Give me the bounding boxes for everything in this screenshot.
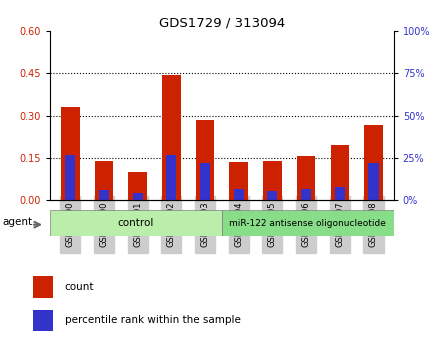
Bar	[233, 189, 243, 200]
Bar	[33, 276, 53, 297]
Bar	[300, 189, 310, 200]
Bar	[195, 120, 214, 200]
Bar	[263, 161, 281, 200]
Text: control: control	[118, 218, 154, 228]
Text: agent: agent	[3, 217, 33, 227]
Bar	[132, 193, 142, 200]
Bar	[330, 145, 348, 200]
Bar	[200, 163, 210, 200]
Title: GDS1729 / 313094: GDS1729 / 313094	[158, 17, 284, 30]
Bar	[229, 162, 247, 200]
Bar	[61, 107, 79, 200]
Text: miR-122 antisense oligonucleotide: miR-122 antisense oligonucleotide	[229, 219, 385, 228]
Bar	[99, 190, 109, 200]
Text: percentile rank within the sample: percentile rank within the sample	[65, 315, 240, 325]
Bar	[266, 191, 277, 200]
Bar	[334, 187, 344, 200]
Bar	[33, 310, 53, 331]
FancyBboxPatch shape	[221, 210, 393, 236]
FancyBboxPatch shape	[50, 210, 221, 236]
Bar	[166, 155, 176, 200]
Bar	[65, 155, 75, 200]
Bar	[128, 172, 147, 200]
Bar	[368, 163, 378, 200]
Bar	[162, 75, 180, 200]
Bar	[363, 126, 382, 200]
Bar	[95, 161, 113, 200]
Bar	[296, 156, 315, 200]
Text: count: count	[65, 282, 94, 292]
